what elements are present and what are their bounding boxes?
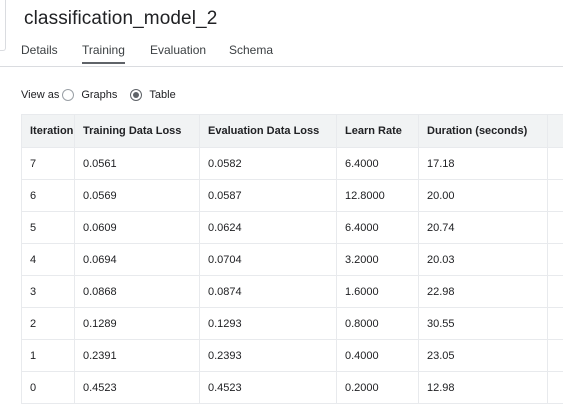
tab-evaluation[interactable]: Evaluation xyxy=(150,43,207,57)
cell-duration: 17.18 xyxy=(418,147,548,180)
table-row: 7 0.0561 0.0582 6.4000 17.18 xyxy=(21,147,563,180)
cell-iteration: 1 xyxy=(21,339,75,372)
column-header-extra xyxy=(547,114,563,148)
cell-learn-rate: 0.2000 xyxy=(336,371,419,404)
cell-learn-rate: 0.8000 xyxy=(336,307,419,340)
cell-duration: 20.03 xyxy=(418,243,548,276)
cell-eval-loss: 0.0582 xyxy=(199,147,337,180)
view-as-label: View as xyxy=(21,89,60,101)
graphs-radio[interactable] xyxy=(62,89,75,101)
table-radio[interactable] xyxy=(130,89,143,101)
table-radio-label[interactable]: Table xyxy=(149,89,176,101)
view-as-toggle: View as Graphs Table xyxy=(21,86,186,104)
page-title: classification_model_2 xyxy=(24,8,218,29)
cell-learn-rate: 1.6000 xyxy=(336,275,419,308)
cell-eval-loss: 0.0704 xyxy=(199,243,337,276)
cell-learn-rate: 12.8000 xyxy=(336,179,419,212)
cell-training-loss: 0.0694 xyxy=(74,243,200,276)
cell-extra xyxy=(547,243,563,276)
table-row: 6 0.0569 0.0587 12.8000 20.00 xyxy=(21,179,563,212)
cell-duration: 20.74 xyxy=(418,211,548,244)
cell-extra xyxy=(547,211,563,244)
cell-training-loss: 0.2391 xyxy=(74,339,200,372)
cell-training-loss: 0.0561 xyxy=(74,147,200,180)
cell-iteration: 6 xyxy=(21,179,75,212)
table-header-row: Iteration Training Data Loss Evaluation … xyxy=(21,114,563,148)
table-row: 2 0.1289 0.1293 0.8000 30.55 xyxy=(21,307,563,340)
cell-extra xyxy=(547,339,563,372)
cell-iteration: 4 xyxy=(21,243,75,276)
tab-bar: Details Training Evaluation Schema xyxy=(0,39,563,67)
cell-extra xyxy=(547,275,563,308)
cell-duration: 23.05 xyxy=(418,339,548,372)
training-table: Iteration Training Data Loss Evaluation … xyxy=(21,114,563,404)
cell-duration: 22.98 xyxy=(418,275,548,308)
cell-extra xyxy=(547,307,563,340)
cell-eval-loss: 0.2393 xyxy=(199,339,337,372)
training-table-container: Iteration Training Data Loss Evaluation … xyxy=(21,114,563,405)
cell-learn-rate: 6.4000 xyxy=(336,147,419,180)
cell-eval-loss: 0.0874 xyxy=(199,275,337,308)
cell-duration: 30.55 xyxy=(418,307,548,340)
tab-schema[interactable]: Schema xyxy=(229,43,274,57)
cell-training-loss: 0.1289 xyxy=(74,307,200,340)
cell-iteration: 0 xyxy=(21,371,75,404)
cell-iteration: 2 xyxy=(21,307,75,340)
cell-iteration: 5 xyxy=(21,211,75,244)
tab-training[interactable]: Training xyxy=(82,43,125,64)
cell-learn-rate: 0.4000 xyxy=(336,339,419,372)
cell-eval-loss: 0.1293 xyxy=(199,307,337,340)
graphs-radio-label[interactable]: Graphs xyxy=(81,89,118,101)
cell-learn-rate: 3.2000 xyxy=(336,243,419,276)
cell-extra xyxy=(547,371,563,404)
column-header-eval-loss[interactable]: Evaluation Data Loss xyxy=(199,114,337,148)
tab-details[interactable]: Details xyxy=(21,43,58,57)
column-header-iteration[interactable]: Iteration xyxy=(21,114,75,148)
panel-edge xyxy=(0,0,6,51)
cell-duration: 12.98 xyxy=(418,371,548,404)
cell-iteration: 7 xyxy=(21,147,75,180)
cell-learn-rate: 6.4000 xyxy=(336,211,419,244)
cell-eval-loss: 0.0587 xyxy=(199,179,337,212)
table-row: 3 0.0868 0.0874 1.6000 22.98 xyxy=(21,275,563,308)
cell-extra xyxy=(547,147,563,180)
column-header-training-loss[interactable]: Training Data Loss xyxy=(74,114,200,148)
cell-training-loss: 0.0569 xyxy=(74,179,200,212)
cell-eval-loss: 0.4523 xyxy=(199,371,337,404)
table-row: 0 0.4523 0.4523 0.2000 12.98 xyxy=(21,371,563,404)
cell-duration: 20.00 xyxy=(418,179,548,212)
cell-training-loss: 0.4523 xyxy=(74,371,200,404)
column-header-duration[interactable]: Duration (seconds) xyxy=(418,114,548,148)
cell-extra xyxy=(547,179,563,212)
table-row: 1 0.2391 0.2393 0.4000 23.05 xyxy=(21,339,563,372)
table-row: 4 0.0694 0.0704 3.2000 20.03 xyxy=(21,243,563,276)
column-header-learn-rate[interactable]: Learn Rate xyxy=(336,114,419,148)
cell-training-loss: 0.0609 xyxy=(74,211,200,244)
cell-eval-loss: 0.0624 xyxy=(199,211,337,244)
table-row: 5 0.0609 0.0624 6.4000 20.74 xyxy=(21,211,563,244)
cell-iteration: 3 xyxy=(21,275,75,308)
cell-training-loss: 0.0868 xyxy=(74,275,200,308)
